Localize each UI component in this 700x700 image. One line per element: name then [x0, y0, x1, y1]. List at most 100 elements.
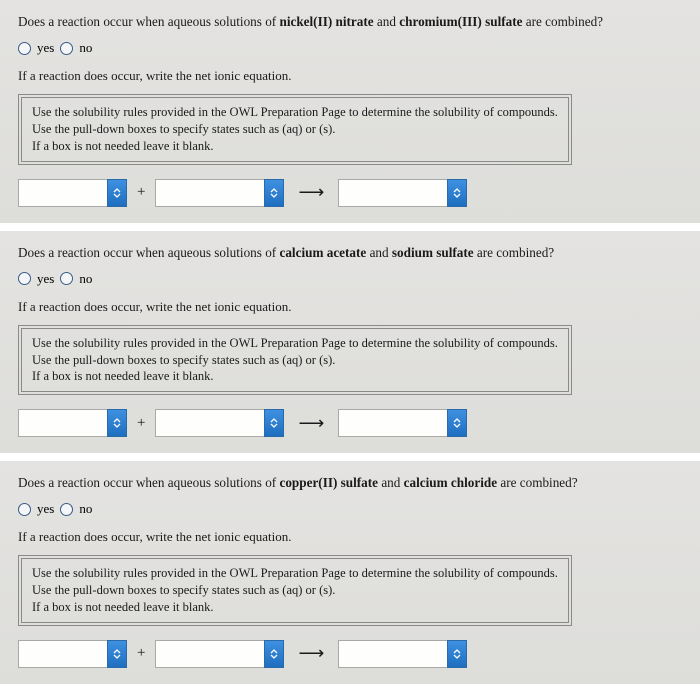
- reactant-2: [155, 409, 284, 437]
- reactant-1: [18, 640, 127, 668]
- updown-icon: [269, 188, 279, 198]
- reactant-1-state-select[interactable]: [107, 409, 127, 437]
- instr-line2: Use the pull-down boxes to specify state…: [32, 121, 558, 138]
- plus-op: +: [135, 415, 147, 432]
- q-post: are combined?: [474, 245, 555, 260]
- reactant-1-input[interactable]: [18, 640, 108, 668]
- arrow-icon: ⟶: [292, 182, 330, 203]
- equation-row: + ⟶: [18, 640, 682, 668]
- q-pre: Does a reaction occur when aqueous solut…: [18, 14, 279, 29]
- product-1-input[interactable]: [338, 409, 448, 437]
- product-1: [338, 179, 467, 207]
- updown-icon: [269, 649, 279, 659]
- reactant-1-input[interactable]: [18, 179, 108, 207]
- question-text: Does a reaction occur when aqueous solut…: [18, 475, 682, 491]
- yes-no-row: yes no: [18, 271, 682, 287]
- q-r2: calcium chloride: [404, 475, 497, 490]
- panel-gap: [0, 453, 700, 461]
- yes-no-row: yes no: [18, 40, 682, 56]
- instr-line1: Use the solubility rules provided in the…: [32, 565, 558, 582]
- panel-gap: [0, 223, 700, 231]
- product-1-input[interactable]: [338, 179, 448, 207]
- label-no: no: [79, 40, 92, 56]
- updown-icon: [112, 418, 122, 428]
- reactant-2-input[interactable]: [155, 640, 265, 668]
- reactant-2-state-select[interactable]: [264, 179, 284, 207]
- sub-prompt: If a reaction does occur, write the net …: [18, 68, 682, 84]
- arrow-icon: ⟶: [292, 643, 330, 664]
- radio-no[interactable]: [60, 503, 73, 516]
- updown-icon: [452, 418, 462, 428]
- instr-line3: If a box is not needed leave it blank.: [32, 368, 558, 385]
- reactant-2-state-select[interactable]: [264, 409, 284, 437]
- product-1: [338, 640, 467, 668]
- reactant-2-input[interactable]: [155, 409, 265, 437]
- product-1-input[interactable]: [338, 640, 448, 668]
- q-r2: sodium sulfate: [392, 245, 474, 260]
- product-1: [338, 409, 467, 437]
- instr-line3: If a box is not needed leave it blank.: [32, 599, 558, 616]
- reactant-2-input[interactable]: [155, 179, 265, 207]
- label-yes: yes: [37, 40, 54, 56]
- q-post: are combined?: [522, 14, 603, 29]
- question-text: Does a reaction occur when aqueous solut…: [18, 14, 682, 30]
- instr-line1: Use the solubility rules provided in the…: [32, 335, 558, 352]
- updown-icon: [112, 649, 122, 659]
- equation-row: + ⟶: [18, 409, 682, 437]
- reactant-1: [18, 179, 127, 207]
- radio-yes[interactable]: [18, 503, 31, 516]
- q-r2: chromium(III) sulfate: [399, 14, 522, 29]
- instructions-inner: Use the solubility rules provided in the…: [21, 97, 569, 162]
- instructions-box: Use the solubility rules provided in the…: [18, 94, 572, 165]
- updown-icon: [452, 188, 462, 198]
- instr-line2: Use the pull-down boxes to specify state…: [32, 352, 558, 369]
- plus-op: +: [135, 184, 147, 201]
- q-r1: copper(II) sulfate: [279, 475, 378, 490]
- updown-icon: [269, 418, 279, 428]
- reactant-1-input[interactable]: [18, 409, 108, 437]
- product-1-state-select[interactable]: [447, 179, 467, 207]
- question-panel-2: Does a reaction occur when aqueous solut…: [0, 231, 700, 454]
- updown-icon: [452, 649, 462, 659]
- reactant-1: [18, 409, 127, 437]
- reactant-2-state-select[interactable]: [264, 640, 284, 668]
- q-r1: nickel(II) nitrate: [279, 14, 373, 29]
- q-mid: and: [378, 475, 404, 490]
- sub-prompt: If a reaction does occur, write the net …: [18, 529, 682, 545]
- question-text: Does a reaction occur when aqueous solut…: [18, 245, 682, 261]
- label-yes: yes: [37, 271, 54, 287]
- q-pre: Does a reaction occur when aqueous solut…: [18, 475, 279, 490]
- product-1-state-select[interactable]: [447, 409, 467, 437]
- q-mid: and: [366, 245, 392, 260]
- instr-line3: If a box is not needed leave it blank.: [32, 138, 558, 155]
- label-no: no: [79, 271, 92, 287]
- radio-no[interactable]: [60, 42, 73, 55]
- arrow-icon: ⟶: [292, 413, 330, 434]
- radio-no[interactable]: [60, 272, 73, 285]
- equation-row: + ⟶: [18, 179, 682, 207]
- instr-line1: Use the solubility rules provided in the…: [32, 104, 558, 121]
- radio-yes[interactable]: [18, 42, 31, 55]
- reactant-2: [155, 179, 284, 207]
- question-panel-1: Does a reaction occur when aqueous solut…: [0, 0, 700, 223]
- sub-prompt: If a reaction does occur, write the net …: [18, 299, 682, 315]
- reactant-1-state-select[interactable]: [107, 179, 127, 207]
- q-post: are combined?: [497, 475, 578, 490]
- reactant-2: [155, 640, 284, 668]
- instructions-box: Use the solubility rules provided in the…: [18, 555, 572, 626]
- updown-icon: [112, 188, 122, 198]
- radio-yes[interactable]: [18, 272, 31, 285]
- instructions-box: Use the solubility rules provided in the…: [18, 325, 572, 396]
- label-no: no: [79, 501, 92, 517]
- label-yes: yes: [37, 501, 54, 517]
- reactant-1-state-select[interactable]: [107, 640, 127, 668]
- instructions-inner: Use the solubility rules provided in the…: [21, 558, 569, 623]
- question-panel-3: Does a reaction occur when aqueous solut…: [0, 461, 700, 684]
- product-1-state-select[interactable]: [447, 640, 467, 668]
- instructions-inner: Use the solubility rules provided in the…: [21, 328, 569, 393]
- q-pre: Does a reaction occur when aqueous solut…: [18, 245, 279, 260]
- instr-line2: Use the pull-down boxes to specify state…: [32, 582, 558, 599]
- q-r1: calcium acetate: [279, 245, 366, 260]
- yes-no-row: yes no: [18, 501, 682, 517]
- q-mid: and: [374, 14, 400, 29]
